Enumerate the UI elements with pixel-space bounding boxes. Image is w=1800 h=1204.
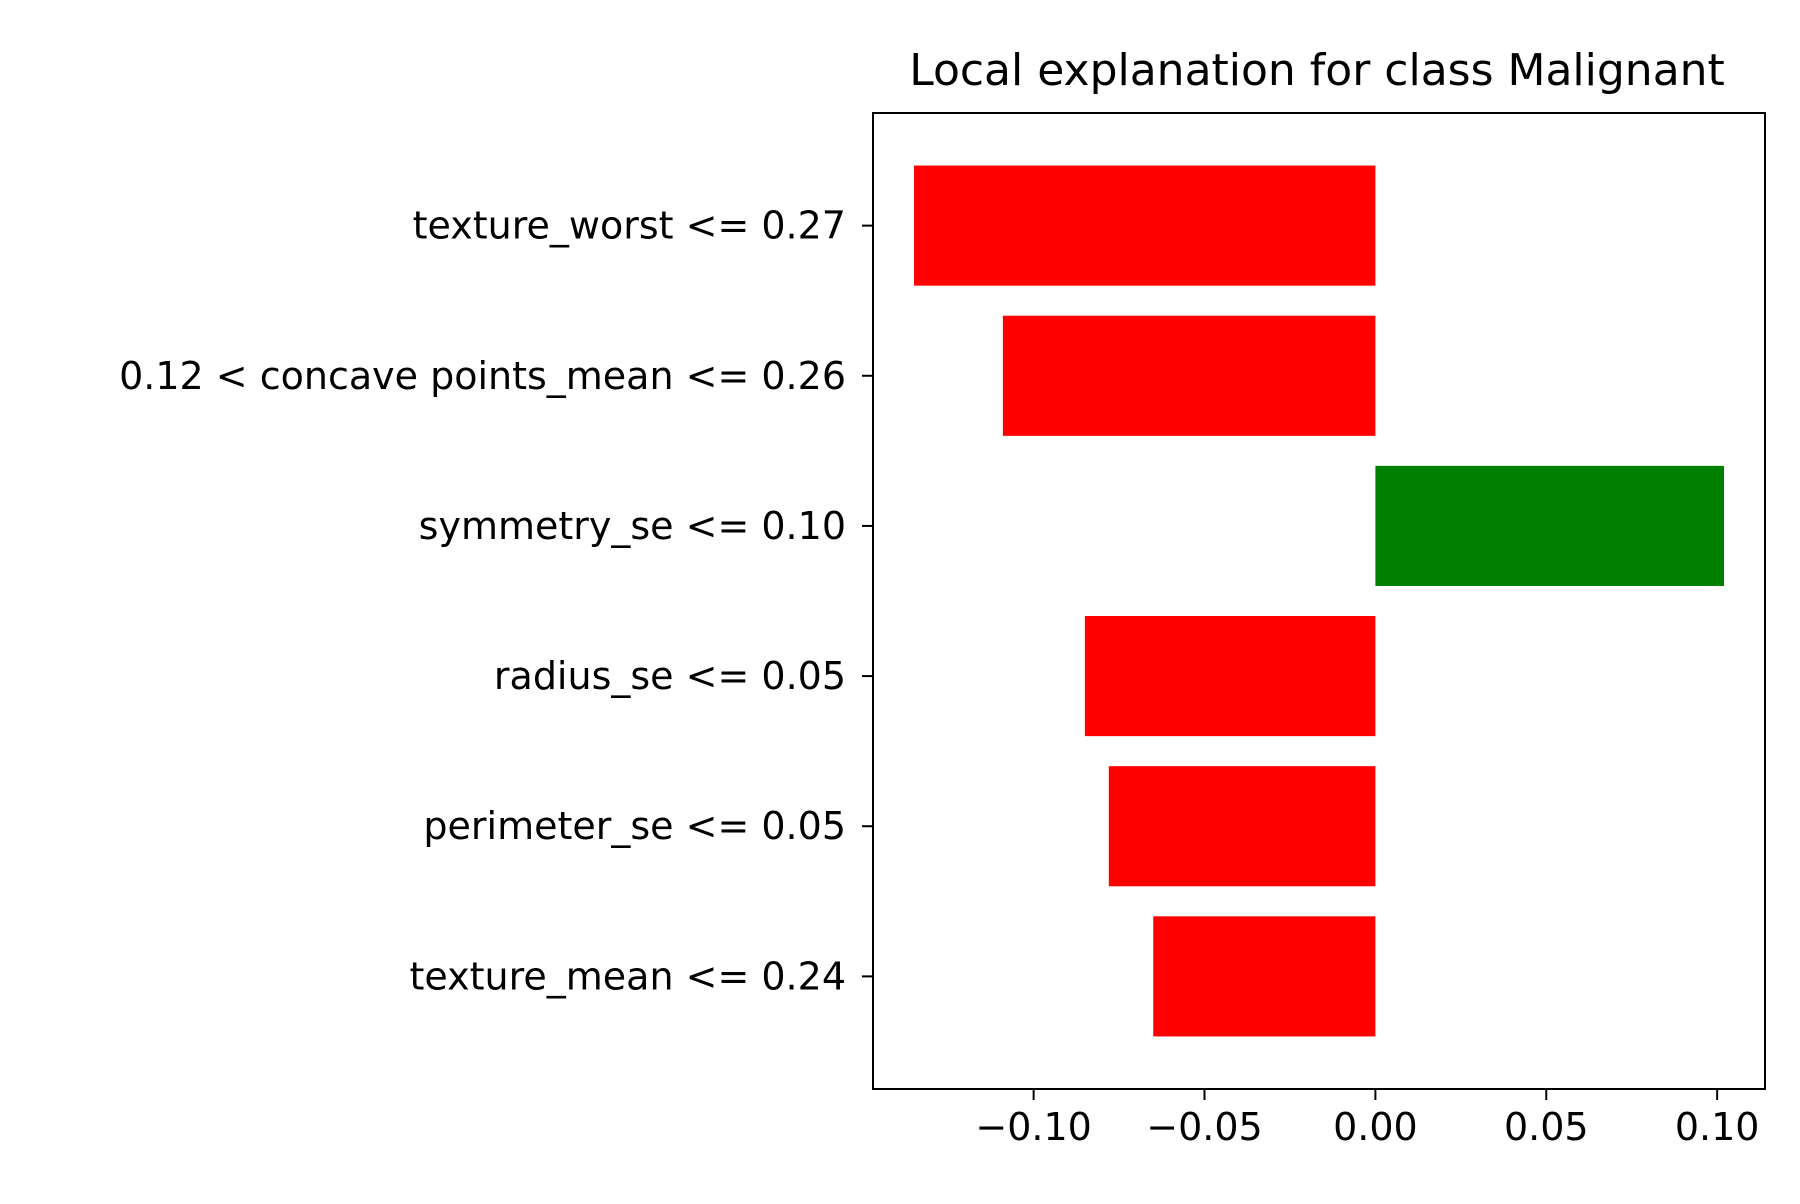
x-axis: −0.10 −0.05 0.00 0.05 0.10 (975, 1089, 1759, 1149)
chart-title: Local explanation for class Malignant (909, 45, 1725, 96)
bars-group (914, 165, 1724, 1037)
y-tick-label-2: symmetry_se <= 0.10 (419, 504, 846, 548)
x-tick-label-4: 0.10 (1675, 1105, 1760, 1149)
bar-3 (1084, 616, 1376, 737)
y-tick-label-1: 0.12 < concave points_mean <= 0.26 (119, 354, 846, 398)
y-tick-label-4: perimeter_se <= 0.05 (423, 804, 846, 848)
y-tick-label-5: texture_mean <= 0.24 (410, 954, 846, 998)
x-tick-label-3: 0.05 (1504, 1105, 1589, 1149)
y-axis: texture_worst <= 0.27 0.12 < concave poin… (119, 204, 873, 998)
y-tick-label-0: texture_worst <= 0.27 (413, 204, 846, 248)
x-tick-label-1: −0.05 (1146, 1105, 1262, 1149)
axes-frame (872, 112, 1766, 1090)
bar-0 (914, 165, 1376, 286)
bar-5 (1153, 916, 1376, 1037)
bar-1 (1002, 315, 1376, 436)
x-tick-label-2: 0.00 (1333, 1105, 1418, 1149)
bar-2 (1375, 465, 1724, 586)
x-tick-label-0: −0.10 (975, 1105, 1091, 1149)
y-tick-label-3: radius_se <= 0.05 (494, 654, 846, 698)
bar-4 (1108, 766, 1376, 887)
